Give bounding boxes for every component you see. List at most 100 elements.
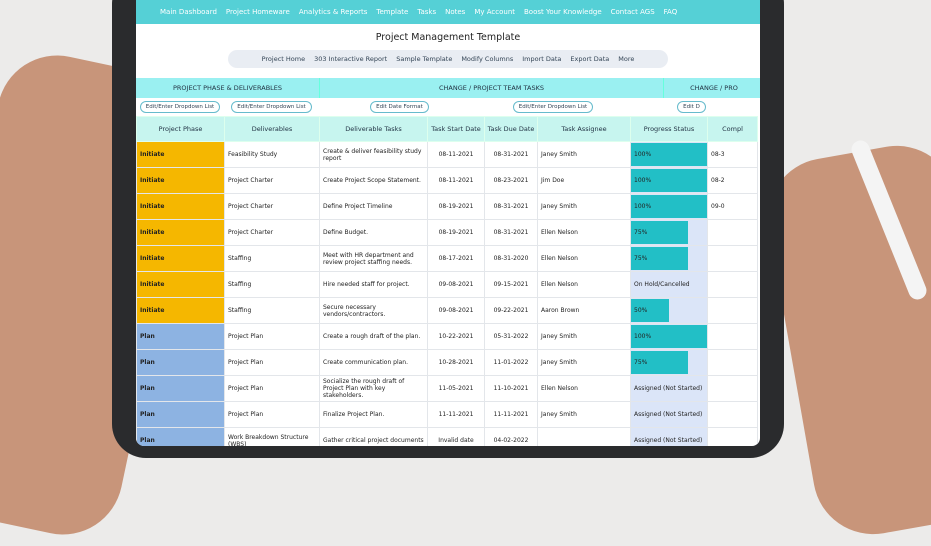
cell: Ellen Nelson [537, 271, 631, 298]
progress-label: 100% [634, 177, 652, 184]
nav-item[interactable]: Analytics & Reports [298, 8, 368, 16]
column-header: Task Due Date [484, 116, 538, 142]
progress-label: 100% [634, 203, 652, 210]
cell: 09-22-2021 [484, 297, 538, 324]
cell: Work Breakdown Structure (WBS) [224, 427, 320, 446]
cell: Janey Smith [537, 323, 631, 350]
cell: Define Project Timeline [319, 193, 428, 220]
button-cell: Edit D [626, 101, 757, 113]
phase-cell: Plan [136, 323, 225, 350]
cell: Project Charter [224, 193, 320, 220]
cell: 11-11-2021 [427, 401, 485, 428]
cell: Secure necessary vendors/contractors. [319, 297, 428, 324]
button-cell: Edit/Enter Dropdown List [136, 101, 224, 113]
nav-item[interactable]: Boost Your Knowledge [524, 8, 602, 16]
button[interactable]: Edit/Enter Dropdown List [231, 101, 312, 113]
cell: Finalize Project Plan. [319, 401, 428, 428]
progress-label: 100% [634, 151, 652, 158]
phase-cell: Initiate [136, 297, 225, 324]
button-cell: Edit/Enter Dropdown List [480, 101, 626, 113]
cell: Project Plan [224, 323, 320, 350]
toolbar-item[interactable]: Project Home [261, 55, 306, 63]
cell: 11-05-2021 [427, 375, 485, 402]
cell: Feasibility Study [224, 141, 320, 168]
row: Initiate Staffing Secure necessary vendors… [136, 297, 758, 324]
cell [707, 427, 758, 446]
progress-label: 75% [634, 229, 648, 236]
cell: Project Charter [224, 167, 320, 194]
progress-cell: 50% [630, 297, 708, 324]
cell: Janey Smith [537, 141, 631, 168]
cell: 08-31-2020 [484, 245, 538, 272]
cell: Assigned (Not Started) [630, 401, 708, 428]
cell [537, 427, 631, 446]
column-header: Deliverables [224, 116, 320, 142]
cell: 09-0 [707, 193, 758, 220]
section-header: PROJECT PHASE & DELIVERABLES [136, 78, 320, 98]
cell: Janey Smith [537, 193, 631, 220]
cell: Assigned (Not Started) [630, 427, 708, 446]
button[interactable]: Edit D [677, 101, 706, 113]
cell: On Hold/Cancelled [630, 271, 708, 298]
cell: Create & deliver feasibility study repor… [319, 141, 428, 168]
cell [707, 401, 758, 428]
progress-bar [631, 247, 688, 270]
nav-item[interactable]: Project Homeware [225, 8, 290, 16]
button[interactable]: Edit Date Format [370, 101, 429, 113]
button[interactable]: Edit/Enter Dropdown List [512, 101, 594, 113]
toolbar: Project Home 303 Interactive Report Sample… [228, 50, 668, 68]
progress-bar [631, 351, 688, 374]
cell: Assigned (Not Started) [630, 375, 708, 402]
toolbar-item[interactable]: Import Data [522, 55, 562, 63]
button[interactable]: Edit/Enter Dropdown List [139, 101, 221, 113]
nav-item[interactable]: FAQ [663, 8, 678, 16]
phase-cell: Plan [136, 427, 225, 446]
phase-cell: Initiate [136, 141, 225, 168]
column-header: Deliverable Tasks [319, 116, 428, 142]
section-header: CHANGE / PRO [664, 78, 760, 98]
toolbar-item[interactable]: More [618, 55, 635, 63]
cell: 09-15-2021 [484, 271, 538, 298]
section-header: CHANGE / PROJECT TEAM TASKS [320, 78, 664, 98]
nav-item[interactable]: Contact AGS [610, 8, 655, 16]
phase-cell: Plan [136, 375, 225, 402]
cell: Ellen Nelson [537, 245, 631, 272]
row: Plan Project Plan Finalize Project Plan. 11… [136, 401, 758, 428]
cell: 09-08-2021 [427, 271, 485, 298]
toolbar-item[interactable]: Modify Columns [461, 55, 514, 63]
toolbar-item[interactable]: Sample Template [396, 55, 453, 63]
column-header: Project Phase [136, 116, 225, 142]
cell: Project Charter [224, 219, 320, 246]
toolbar-item[interactable]: Export Data [570, 55, 610, 63]
nav-item[interactable]: Tasks [417, 8, 437, 16]
cell: 05-31-2022 [484, 323, 538, 350]
progress-bar [631, 299, 669, 322]
row: Initiate Project Charter Define Project Ti… [136, 193, 758, 220]
progress-bar [631, 195, 707, 218]
cell: 09-08-2021 [427, 297, 485, 324]
cell: 10-22-2021 [427, 323, 485, 350]
nav-bar: Main Dashboard Project Homeware Analytics … [136, 0, 760, 24]
cell: 11-10-2021 [484, 375, 538, 402]
toolbar-item[interactable]: 303 Interactive Report [314, 55, 388, 63]
cell: 08-19-2021 [427, 193, 485, 220]
progress-cell: 75% [630, 349, 708, 376]
progress-cell: 75% [630, 245, 708, 272]
cell: Define Budget. [319, 219, 428, 246]
nav-item[interactable]: Template [376, 8, 409, 16]
button-cell: Edit/Enter Dropdown List [224, 101, 319, 113]
section-headers: PROJECT PHASE & DELIVERABLES CHANGE / PRO… [136, 78, 760, 98]
cell: 08-3 [707, 141, 758, 168]
phase-cell: Initiate [136, 219, 225, 246]
cell: Project Plan [224, 349, 320, 376]
cell: 08-23-2021 [484, 167, 538, 194]
nav-item[interactable]: Main Dashboard [160, 8, 217, 16]
nav-item[interactable]: My Account [474, 8, 515, 16]
column-header: Compl [707, 116, 758, 142]
row: Initiate Project Charter Create Project Sc… [136, 167, 758, 194]
phase-cell: Plan [136, 401, 225, 428]
nav-item[interactable]: Notes [445, 8, 466, 16]
cell: 04-02-2022 [484, 427, 538, 446]
cell: 08-31-2021 [484, 141, 538, 168]
